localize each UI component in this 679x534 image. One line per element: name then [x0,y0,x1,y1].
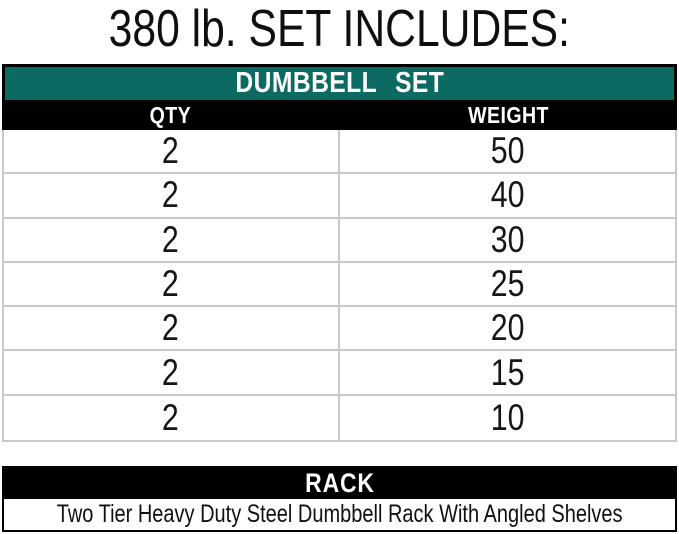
qty-cell: 2 [4,351,340,394]
rack-section: RACK Two Tier Heavy Duty Steel Dumbbell … [2,466,677,532]
page-title-text: 380 lb. SET INCLUDES: [108,0,571,58]
weight-value: 10 [490,396,525,438]
dumbbell-set-rows: 2 50 2 40 2 30 2 25 2 20 2 15 [2,130,677,442]
weight-cell: 30 [340,219,676,261]
qty-value: 2 [162,307,180,349]
qty-cell: 2 [4,262,340,306]
weight-cell: 50 [340,130,676,172]
weight-value: 30 [490,218,525,260]
dumbbell-set-header: DUMBBELL SET [2,64,677,100]
rack-description-text: Two Tier Heavy Duty Steel Dumbbell Rack … [56,500,623,528]
weight-value: 20 [490,307,525,349]
qty-cell: 2 [4,395,340,440]
table-row: 2 40 [4,174,676,219]
qty-cell: 2 [4,130,340,173]
qty-value: 2 [162,174,180,216]
weight-cell: 40 [340,174,676,216]
weight-column-header: WEIGHT [340,100,678,130]
table-row: 2 20 [4,307,676,352]
qty-cell: 2 [4,218,340,261]
table-row: 2 25 [4,262,676,308]
table-row: 2 15 [4,351,676,396]
dumbbell-set-header-label: DUMBBELL SET [235,67,444,99]
weight-cell: 10 [340,396,676,440]
qty-column-header-label: QTY [150,101,192,128]
weight-value: 40 [490,174,525,216]
weight-cell: 15 [340,351,676,393]
rack-description: Two Tier Heavy Duty Steel Dumbbell Rack … [4,499,675,530]
table-row: 2 10 [4,395,676,440]
page-title: 380 lb. SET INCLUDES: [0,0,679,58]
weight-column-header-label: WEIGHT [467,101,549,128]
rack-header: RACK [4,468,675,499]
qty-value: 2 [162,396,180,438]
rack-header-label: RACK [304,468,375,498]
qty-value: 2 [162,130,180,172]
weight-cell: 25 [340,263,676,305]
qty-cell: 2 [4,174,340,217]
weight-value: 50 [490,130,525,172]
qty-column-header: QTY [2,100,340,130]
weight-value: 15 [490,351,525,393]
column-header-row: QTY WEIGHT [2,100,677,130]
table-row: 2 50 [4,130,676,175]
qty-value: 2 [162,351,180,393]
dumbbell-set-table: DUMBBELL SET QTY WEIGHT 2 50 2 40 2 30 [2,64,677,442]
qty-cell: 2 [4,307,340,350]
table-row: 2 30 [4,218,676,263]
weight-cell: 20 [340,307,676,349]
qty-value: 2 [162,218,180,260]
weight-value: 25 [490,262,525,304]
qty-value: 2 [162,262,180,304]
